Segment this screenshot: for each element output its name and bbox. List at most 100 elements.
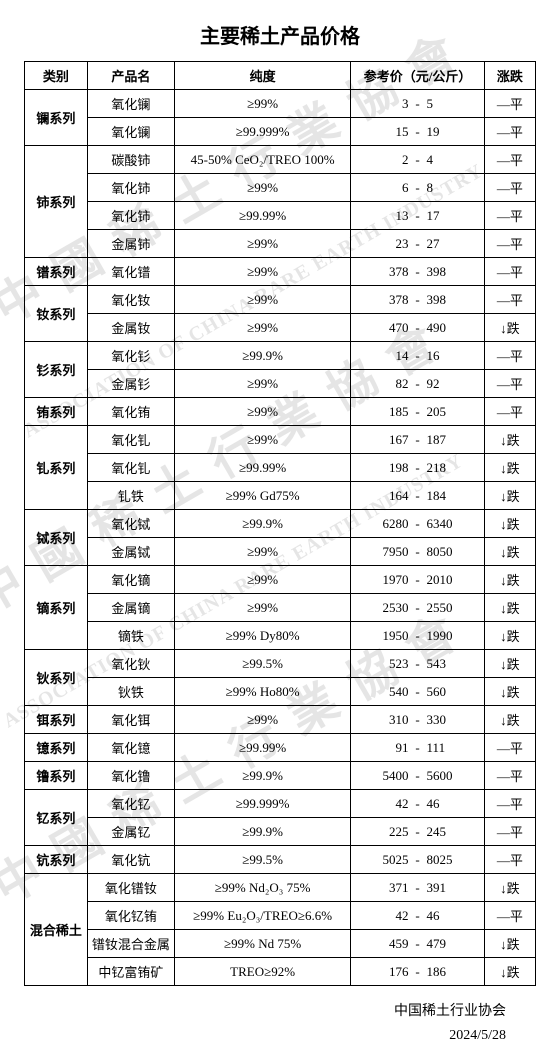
category-cell: 镥系列 (25, 762, 88, 790)
price-cell: 540-560 (351, 678, 484, 706)
product-cell: 金属铽 (87, 538, 174, 566)
product-cell: 氧化钕 (87, 286, 174, 314)
price-cell: 2530-2550 (351, 594, 484, 622)
price-cell: 91-111 (351, 734, 484, 762)
price-cell: 1950-1990 (351, 622, 484, 650)
category-cell: 钕系列 (25, 286, 88, 342)
trend-cell: —平 (484, 370, 535, 398)
price-cell: 5025-8025 (351, 846, 484, 874)
purity-cell: ≥99.9% (174, 818, 351, 846)
product-cell: 氧化钇铕 (87, 902, 174, 930)
product-cell: 氧化铕 (87, 398, 174, 426)
purity-cell: 45-50% CeO₂/TREO 100% (174, 146, 351, 174)
category-cell: 钆系列 (25, 426, 88, 510)
table-row: 铒系列氧化铒≥99%310-330↓跌 (25, 706, 536, 734)
category-cell: 铕系列 (25, 398, 88, 426)
purity-cell: TREO≥92% (174, 958, 351, 986)
purity-cell: ≥99.5% (174, 846, 351, 874)
purity-cell: ≥99.99% (174, 454, 351, 482)
price-cell: 176-186 (351, 958, 484, 986)
category-cell: 镝系列 (25, 566, 88, 650)
trend-cell: ↓跌 (484, 482, 535, 510)
purity-cell: ≥99% (174, 174, 351, 202)
purity-cell: ≥99.999% (174, 790, 351, 818)
price-cell: 6-8 (351, 174, 484, 202)
footer: 中国稀土行业协会 2024/5/28 (24, 986, 536, 1048)
price-cell: 225-245 (351, 818, 484, 846)
table-row: 铽系列氧化铽≥99.9%6280-6340↓跌 (25, 510, 536, 538)
category-cell: 铈系列 (25, 146, 88, 258)
purity-cell: ≥99% Eu₂O₃/TREO≥6.6% (174, 902, 351, 930)
table-row: 镱系列氧化镱≥99.99%91-111—平 (25, 734, 536, 762)
price-cell: 6280-6340 (351, 510, 484, 538)
purity-cell: ≥99% (174, 286, 351, 314)
purity-cell: ≥99% (174, 594, 351, 622)
product-cell: 氧化钆 (87, 454, 174, 482)
purity-cell: ≥99% (174, 370, 351, 398)
price-cell: 7950-8050 (351, 538, 484, 566)
product-cell: 金属镝 (87, 594, 174, 622)
col-product: 产品名 (87, 62, 174, 90)
product-cell: 氧化钬 (87, 650, 174, 678)
price-cell: 371-391 (351, 874, 484, 902)
price-cell: 82-92 (351, 370, 484, 398)
purity-cell: ≥99% (174, 90, 351, 118)
purity-cell: ≥99% (174, 314, 351, 342)
purity-cell: ≥99% Gd75% (174, 482, 351, 510)
trend-cell: —平 (484, 734, 535, 762)
trend-cell: ↓跌 (484, 874, 535, 902)
product-cell: 中钇富铕矿 (87, 958, 174, 986)
trend-cell: —平 (484, 902, 535, 930)
table-row: 钆铁≥99% Gd75%164-184↓跌 (25, 482, 536, 510)
trend-cell: ↓跌 (484, 650, 535, 678)
product-cell: 氧化镨 (87, 258, 174, 286)
product-cell: 钆铁 (87, 482, 174, 510)
purity-cell: ≥99% (174, 538, 351, 566)
purity-cell: ≥99% (174, 258, 351, 286)
table-row: 氧化钆≥99.99%198-218↓跌 (25, 454, 536, 482)
trend-cell: —平 (484, 342, 535, 370)
trend-cell: —平 (484, 846, 535, 874)
trend-cell: ↓跌 (484, 678, 535, 706)
table-header-row: 类别 产品名 纯度 参考价（元/公斤） 涨跌 (25, 62, 536, 90)
purity-cell: ≥99.5% (174, 650, 351, 678)
table-row: 混合稀土氧化镨钕≥99% Nd₂O₃ 75%371-391↓跌 (25, 874, 536, 902)
product-cell: 碳酸铈 (87, 146, 174, 174)
purity-cell: ≥99% (174, 706, 351, 734)
price-cell: 23-27 (351, 230, 484, 258)
purity-cell: ≥99% Nd₂O₃ 75% (174, 874, 351, 902)
trend-cell: —平 (484, 258, 535, 286)
table-row: 金属钕≥99%470-490↓跌 (25, 314, 536, 342)
trend-cell: ↓跌 (484, 426, 535, 454)
trend-cell: ↓跌 (484, 454, 535, 482)
purity-cell: ≥99.9% (174, 510, 351, 538)
price-cell: 164-184 (351, 482, 484, 510)
price-cell: 15-19 (351, 118, 484, 146)
trend-cell: —平 (484, 118, 535, 146)
category-cell: 铽系列 (25, 510, 88, 566)
price-cell: 167-187 (351, 426, 484, 454)
trend-cell: —平 (484, 146, 535, 174)
price-cell: 42-46 (351, 902, 484, 930)
table-row: 金属钐≥99%82-92—平 (25, 370, 536, 398)
table-row: 镨系列氧化镨≥99%378-398—平 (25, 258, 536, 286)
product-cell: 氧化镝 (87, 566, 174, 594)
price-cell: 523-543 (351, 650, 484, 678)
footer-org: 中国稀土行业协会 (24, 1000, 506, 1024)
purity-cell: ≥99% (174, 426, 351, 454)
category-cell: 钇系列 (25, 790, 88, 846)
purity-cell: ≥99% (174, 566, 351, 594)
table-row: 钪系列氧化钪≥99.5%5025-8025—平 (25, 846, 536, 874)
category-cell: 铒系列 (25, 706, 88, 734)
table-row: 镧系列氧化镧≥99%3-5—平 (25, 90, 536, 118)
category-cell: 镧系列 (25, 90, 88, 146)
table-row: 氧化钇铕≥99% Eu₂O₃/TREO≥6.6%42-46—平 (25, 902, 536, 930)
price-cell: 378-398 (351, 258, 484, 286)
purity-cell: ≥99.99% (174, 734, 351, 762)
price-cell: 310-330 (351, 706, 484, 734)
product-cell: 钬铁 (87, 678, 174, 706)
price-cell: 2-4 (351, 146, 484, 174)
table-row: 钬系列氧化钬≥99.5%523-543↓跌 (25, 650, 536, 678)
table-row: 氧化铈≥99%6-8—平 (25, 174, 536, 202)
trend-cell: —平 (484, 90, 535, 118)
